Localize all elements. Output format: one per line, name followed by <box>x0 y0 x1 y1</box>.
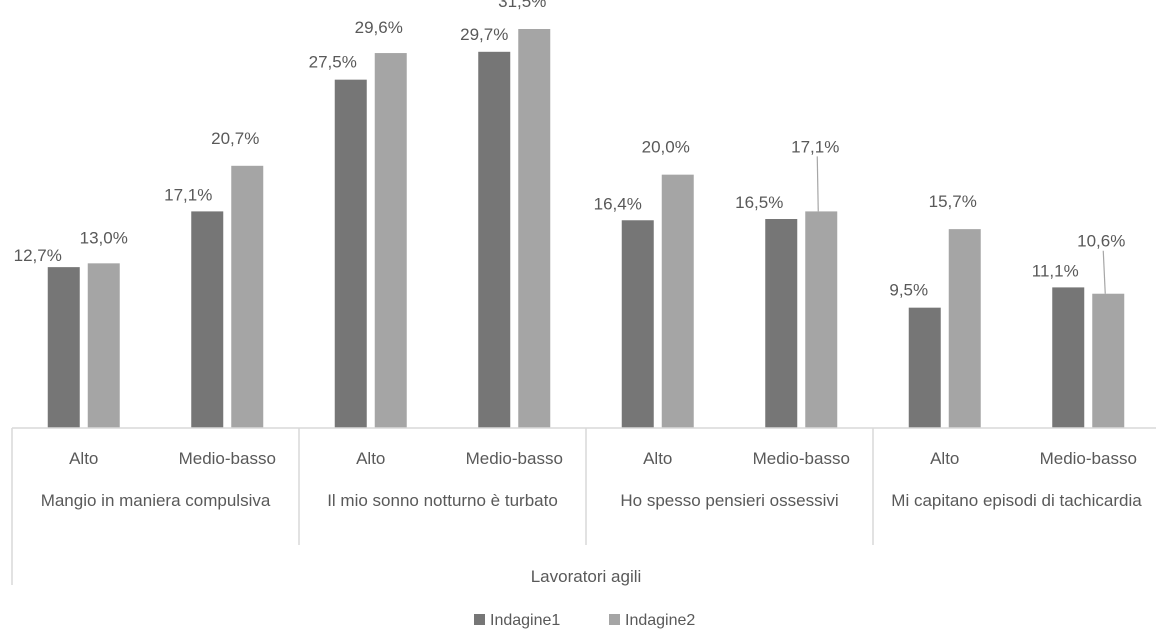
tick-label: Medio-basso <box>179 449 276 468</box>
data-label: 29,7% <box>460 25 508 44</box>
group-label: Il mio sonno notturno è turbato <box>327 491 558 510</box>
data-labels-layer: 12,7% 13,0% 17,1% 20,7% 27,5% 29,6% 29,7% 31,5%… <box>14 0 1126 300</box>
tick-label: Alto <box>69 449 98 468</box>
data-label: 16,4% <box>594 194 642 213</box>
data-label: 27,5% <box>309 53 357 72</box>
bar-indagine1-0 <box>47 267 80 428</box>
tick-label: Medio-basso <box>466 449 563 468</box>
tick-label: Alto <box>643 449 672 468</box>
bar-indagine1-4 <box>621 220 654 428</box>
tick-label: Alto <box>356 449 385 468</box>
bar-indagine2-6 <box>948 229 981 428</box>
legend-swatch-indagine1 <box>474 614 485 625</box>
data-label: 10,6% <box>1077 232 1125 251</box>
data-label: 13,0% <box>80 228 128 247</box>
group-label: Mi capitano episodi di tachicardia <box>891 491 1142 510</box>
bar-indagine1-3 <box>478 51 511 429</box>
bar-indagine2-3 <box>518 29 551 428</box>
bar-indagine1-7 <box>1052 287 1085 428</box>
bar-indagine2-0 <box>87 263 120 428</box>
group-label: Ho spesso pensieri ossessivi <box>620 491 838 510</box>
legend-label-indagine2: Indagine2 <box>625 612 695 629</box>
data-label: 20,7% <box>211 129 259 148</box>
data-label: 16,5% <box>735 193 783 212</box>
bar-indagine2-2 <box>374 53 407 429</box>
category-axis: Alto Medio-basso Mangio in maniera compuls… <box>11 427 1156 586</box>
data-label: 17,1% <box>791 137 839 156</box>
leader-line <box>816 156 819 212</box>
bar-indagine2-7 <box>1092 293 1125 428</box>
tick-label: Medio-basso <box>753 449 850 468</box>
tick-label: Alto <box>930 449 959 468</box>
data-label: 12,7% <box>14 246 62 265</box>
data-label: 29,6% <box>355 18 403 37</box>
data-label: 9,5% <box>889 281 928 300</box>
bar-indagine2-5 <box>805 211 838 428</box>
bar-indagine2-4 <box>661 174 694 428</box>
legend-label-indagine1: Indagine1 <box>490 612 560 629</box>
top-category-label: Lavoratori agili <box>531 567 642 586</box>
bar-indagine2-1 <box>231 165 264 429</box>
data-label: 31,5% <box>498 0 546 11</box>
data-label: 17,1% <box>164 185 212 204</box>
bar-indagine1-6 <box>908 307 941 428</box>
data-label: 15,7% <box>929 192 977 211</box>
legend-swatch-indagine2 <box>609 614 620 625</box>
leader-line <box>1102 250 1106 294</box>
bars-layer <box>47 29 1125 429</box>
group-label: Mangio in maniera compulsiva <box>41 491 271 510</box>
data-label: 11,1% <box>1032 261 1079 280</box>
bar-indagine1-2 <box>334 79 367 429</box>
data-label: 20,0% <box>642 138 690 157</box>
legend: Indagine1 Indagine2 <box>474 612 695 629</box>
bar-indagine1-1 <box>191 211 224 428</box>
bar-indagine1-5 <box>765 219 798 428</box>
tick-label: Medio-basso <box>1040 449 1137 468</box>
